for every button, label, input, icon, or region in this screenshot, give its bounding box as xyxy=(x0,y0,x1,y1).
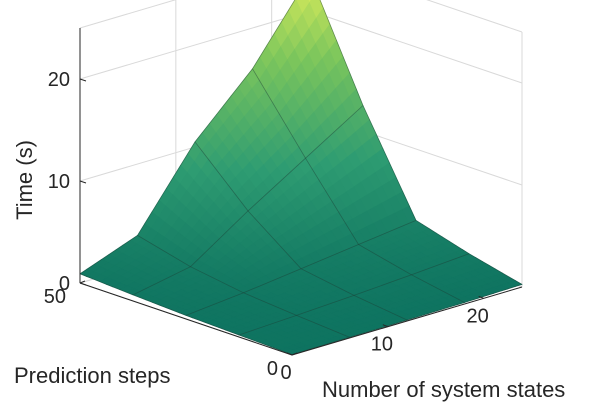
z-tick-label: 0 xyxy=(59,273,70,295)
y-axis-line xyxy=(79,282,293,356)
y-tick-mark xyxy=(79,280,86,284)
mesh-line-y xyxy=(79,0,296,275)
x-tick-mark xyxy=(382,324,389,328)
x-tick-label: 0 xyxy=(280,362,291,384)
mesh-line-x xyxy=(79,273,293,355)
y-tick-label: 0 xyxy=(267,358,278,380)
mesh-line-x xyxy=(137,235,350,338)
z-axis-label: Time (s) xyxy=(12,140,37,220)
mesh-line-y xyxy=(185,220,417,316)
box-edge xyxy=(79,0,177,29)
x-tick-mark xyxy=(286,352,293,356)
surface xyxy=(79,0,523,355)
mesh-line-x xyxy=(319,0,523,285)
gridline-right-wall-z xyxy=(309,10,523,84)
x-axis-label: Number of system states xyxy=(322,377,565,402)
z-tick-mark xyxy=(79,78,87,82)
mesh-line-x xyxy=(252,68,465,303)
x-tick-mark xyxy=(478,295,484,299)
mesh-line-y xyxy=(291,284,523,355)
z-tick-label: 20 xyxy=(48,69,70,91)
x-tick-label: 10 xyxy=(371,334,393,356)
mesh-line-y xyxy=(132,105,364,296)
x-tick-label: 20 xyxy=(467,305,489,327)
mesh-line-y xyxy=(238,253,470,336)
box-edge xyxy=(426,0,523,33)
z-tick-mark xyxy=(79,180,87,184)
z-tick-mark xyxy=(79,282,87,286)
axes xyxy=(79,28,523,356)
y-axis-label: Prediction steps xyxy=(14,363,171,388)
mesh-line-x xyxy=(194,141,408,321)
y-tick-label: 50 xyxy=(44,286,66,308)
y-tick-mark xyxy=(291,352,298,356)
z-tick-label: 10 xyxy=(48,171,70,193)
